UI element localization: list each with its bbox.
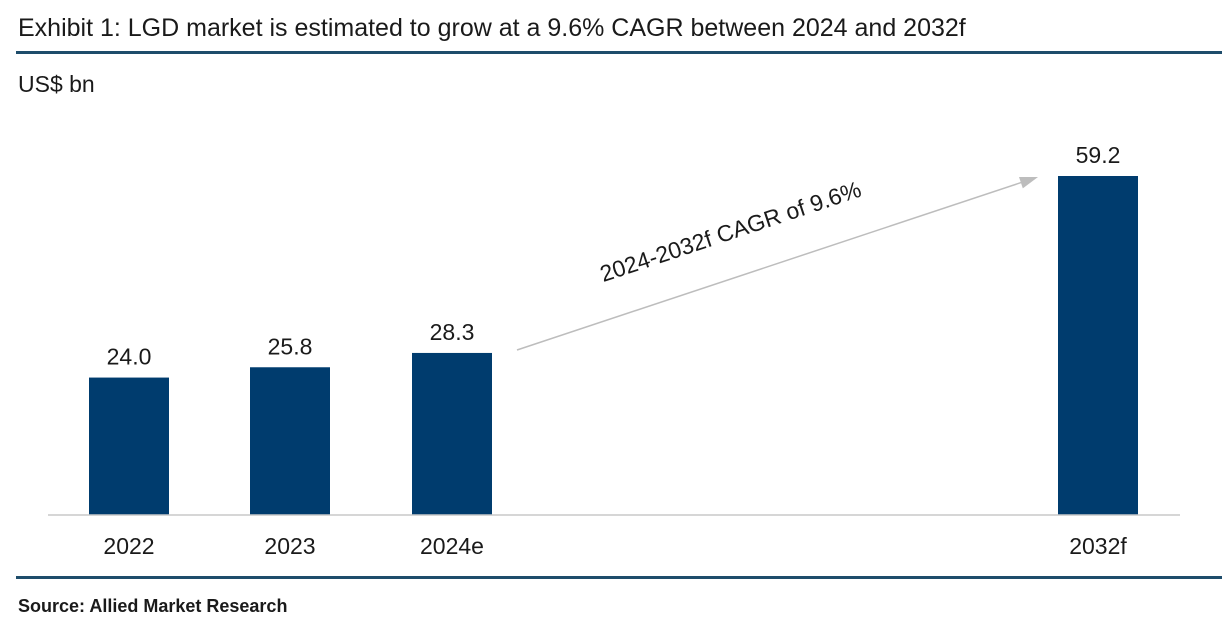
data-label-2032f: 59.2 [1076,142,1121,168]
bars-layer [89,176,1138,515]
title-divider [16,51,1222,54]
x-tick-label-2032f: 2032f [1069,533,1127,559]
bar-2024e [412,352,492,515]
x-tick-label-2023: 2023 [264,533,315,559]
x-tick-label-2022: 2022 [103,533,154,559]
data-label-2024e: 28.3 [430,319,475,345]
x-tick-label-2024e: 2024e [420,533,484,559]
source-divider [16,576,1222,579]
cagr-annotation-text: 2024-2032f CAGR of 9.6% [597,176,865,287]
cagr-arrow-head [1019,176,1038,189]
y-axis-unit-label: US$ bn [18,71,95,97]
cagr-annotation: 2024-2032f CAGR of 9.6% [516,176,1038,351]
bar-2022 [89,377,169,515]
bar-2032f [1058,176,1138,515]
chart-title: Exhibit 1: LGD market is estimated to gr… [18,14,966,42]
data-label-2022: 24.0 [107,344,152,370]
source-note: Source: Allied Market Research [18,596,288,616]
cagr-arrow-line [516,180,1025,351]
x-tick-labels-layer: 2022 2023 2024e 2032f [103,533,1127,559]
data-label-2023: 25.8 [268,333,313,359]
bar-2023 [250,367,330,515]
data-labels-layer: 24.0 25.8 28.3 59.2 [107,142,1121,370]
